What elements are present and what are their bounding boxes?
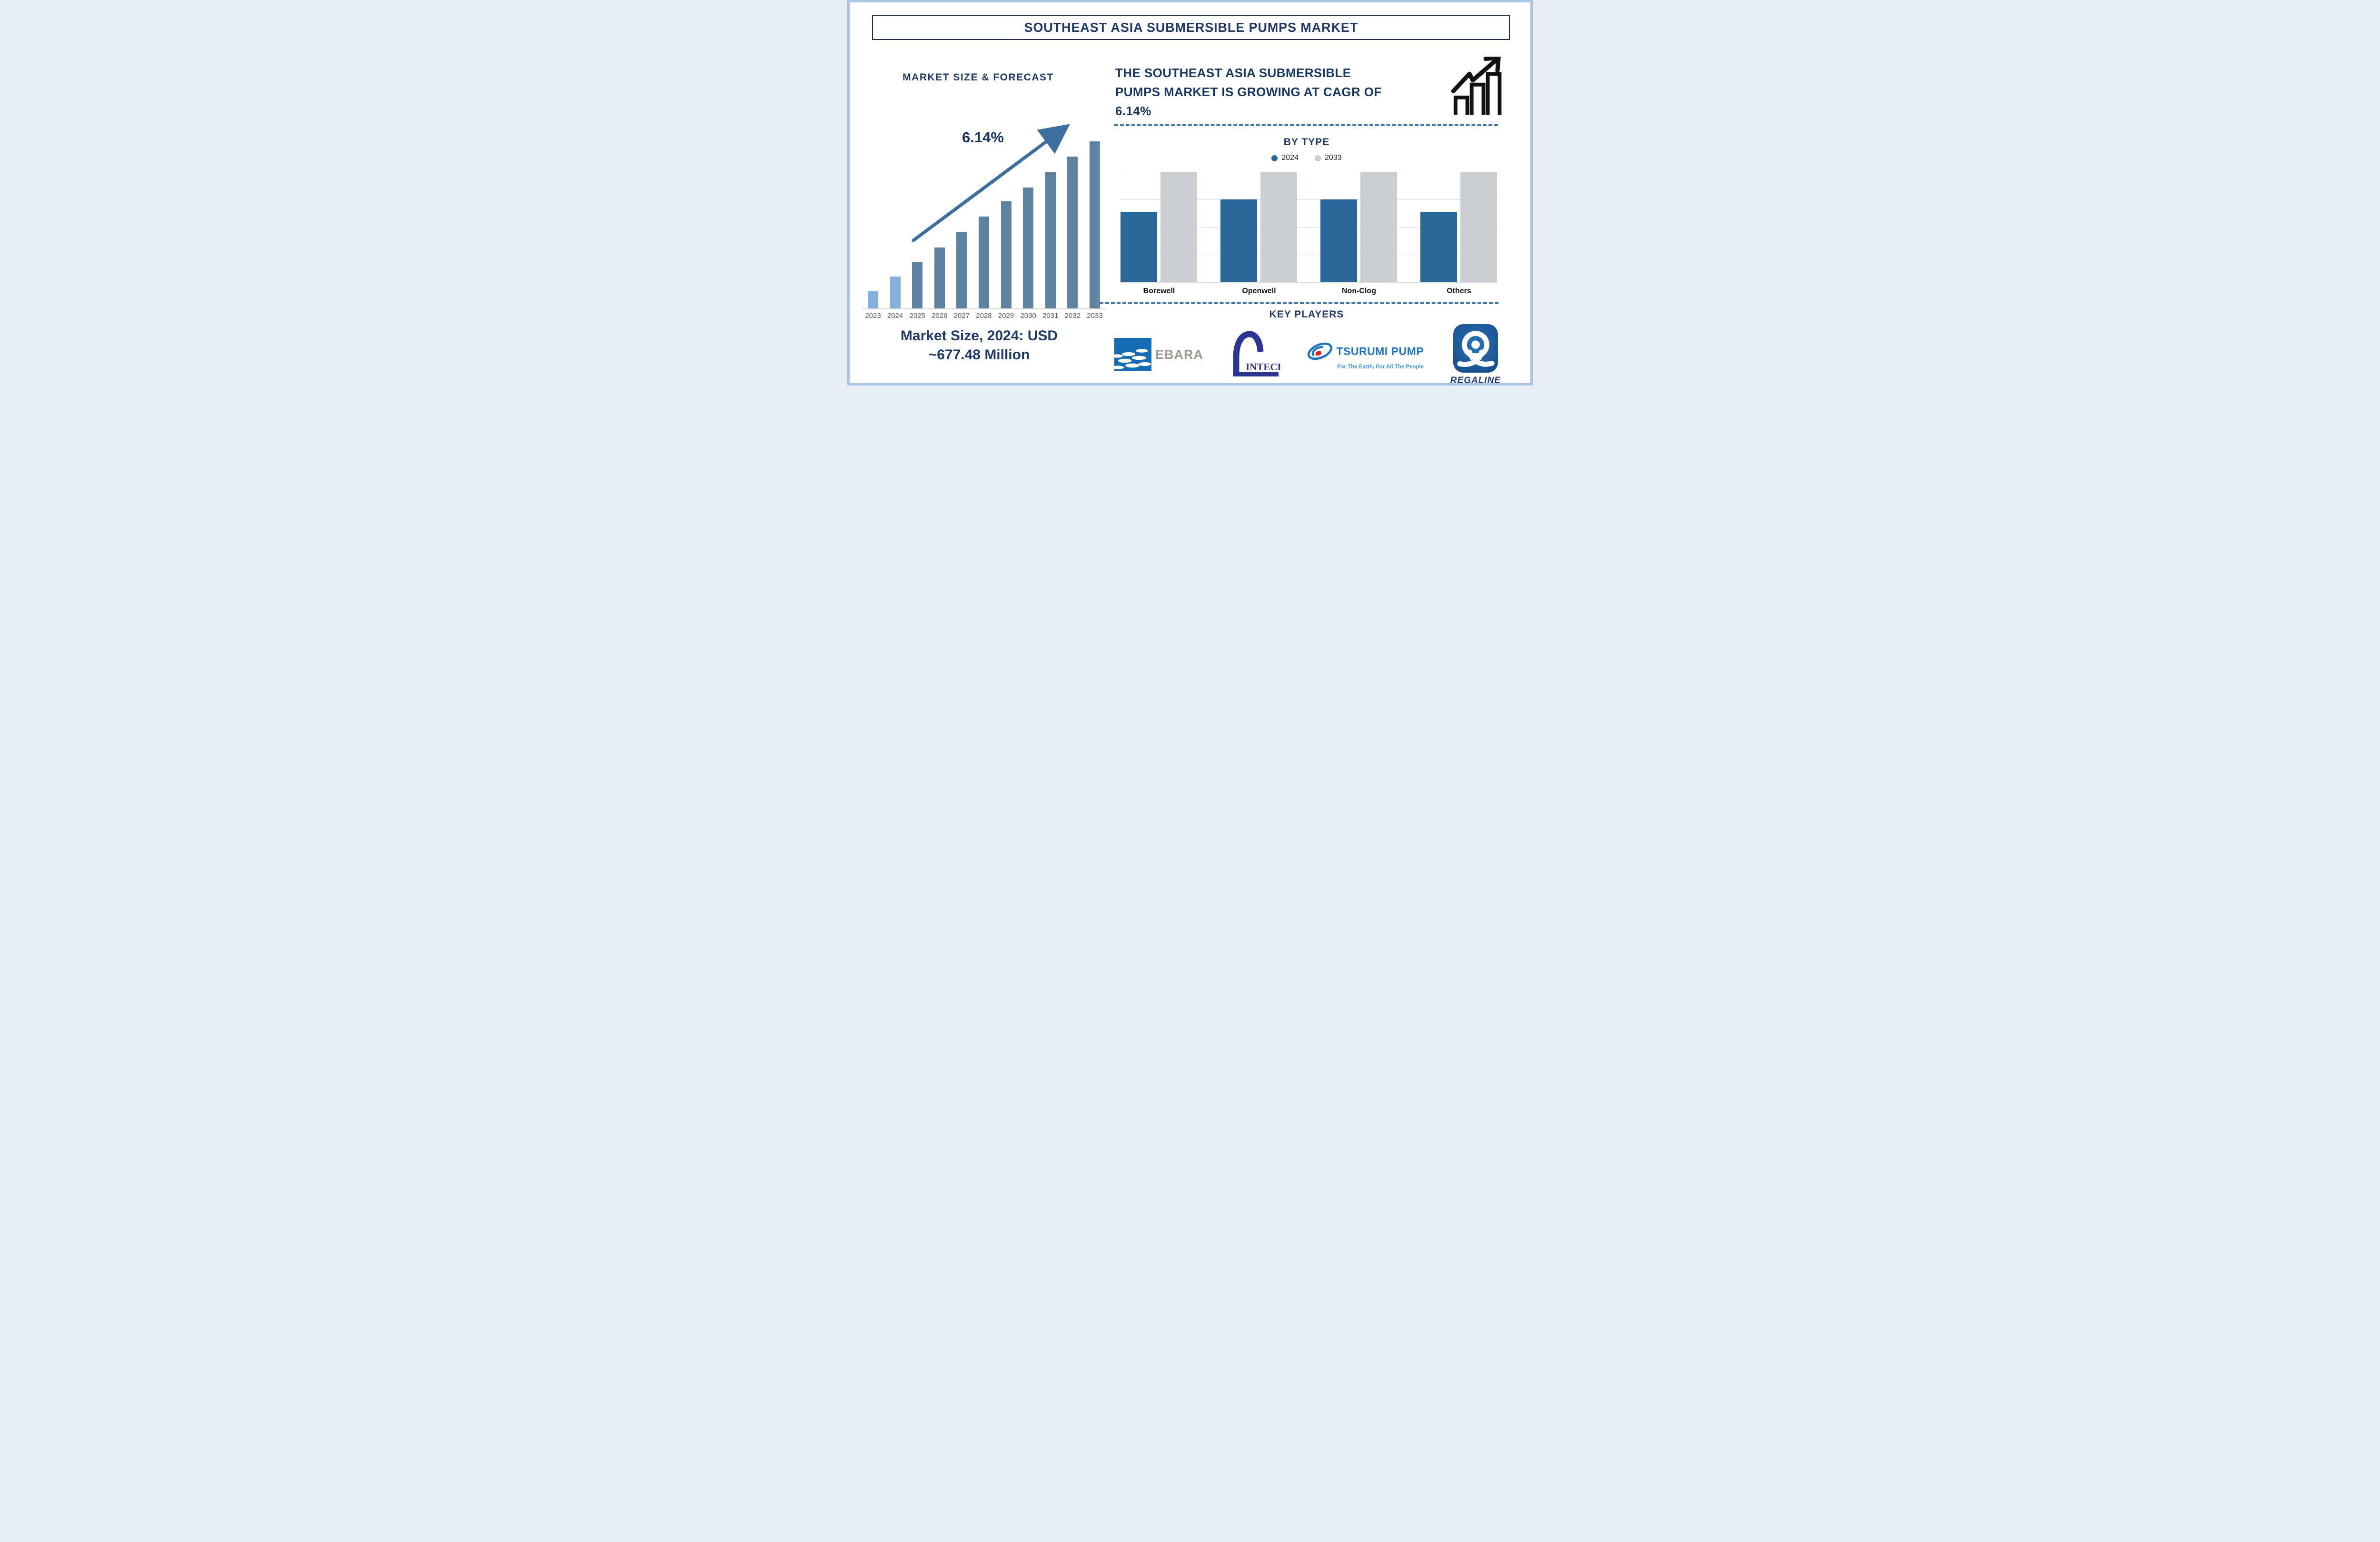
cagr-headline-line3: 6.14% — [1115, 104, 1151, 118]
market-size-caption-line1: Market Size, 2024: USD — [900, 328, 1058, 344]
page-title: SOUTHEAST ASIA SUBMERSIBLE PUMPS MARKET — [1024, 20, 1358, 35]
legend-label-2033: 2033 — [1325, 154, 1342, 162]
market-size-bar-column-2027 — [951, 138, 972, 308]
bar-openwell-2033 — [1260, 172, 1297, 282]
market-size-bar-column-2031 — [1040, 138, 1061, 308]
market-size-bar-2033 — [1089, 141, 1100, 308]
gridline-1 — [1121, 199, 1497, 200]
by-type-bar-groups — [1121, 172, 1497, 282]
regaline-wordmark: REGALINE — [1450, 376, 1501, 386]
vertical-divider — [1098, 141, 1099, 309]
bar-non-clog-2024 — [1320, 199, 1357, 282]
left-chart-year-axis: 2023 2024 2025 2026 2027 2028 2029 2030 2031 2032… — [862, 312, 1106, 320]
intech-mark-icon: INTECH — [1233, 331, 1280, 376]
bar-borewell-2024 — [1121, 211, 1157, 282]
year-label-2029: 2029 — [998, 312, 1014, 320]
tsurumi-eye-icon — [1308, 342, 1333, 360]
bar-others-2033 — [1460, 172, 1497, 282]
ebara-mark-icon — [1114, 338, 1151, 371]
market-size-caption-line2: ~677.48 Million — [928, 347, 1030, 363]
year-label-2032: 2032 — [1064, 312, 1081, 320]
market-size-bar-column-2023 — [862, 138, 884, 308]
cagr-headline: THE SOUTHEAST ASIA SUBMERSIBLE PUMPS MAR… — [1115, 63, 1448, 120]
legend-item-2033: 2033 — [1315, 154, 1342, 162]
tsurumi-logo: TSURUMI PUMP For The Earth, For All The … — [1307, 339, 1424, 370]
year-label-2026: 2026 — [932, 312, 948, 320]
market-size-bar-2026 — [934, 247, 945, 308]
by-type-legend: 2024 2033 — [1114, 154, 1499, 162]
market-size-bar-column-2029 — [995, 138, 1017, 308]
bar-borewell-2033 — [1160, 172, 1197, 282]
left-chart-heading: MARKET SIZE & FORECAST — [902, 72, 1054, 83]
tsurumi-tagline: For The Earth, For All The People — [1337, 364, 1424, 370]
cagr-headline-line1: THE SOUTHEAST ASIA SUBMERSIBLE — [1115, 66, 1351, 80]
bar-group-others — [1420, 172, 1497, 282]
regaline-mark-icon — [1453, 324, 1498, 373]
market-size-bar-2023 — [868, 291, 878, 308]
bar-openwell-2024 — [1220, 199, 1257, 282]
year-label-2023: 2023 — [865, 312, 881, 320]
title-banner: SOUTHEAST ASIA SUBMERSIBLE PUMPS MARKET — [872, 15, 1510, 40]
cagr-headline-line2: PUMPS MARKET IS GROWING AT CAGR OF — [1115, 85, 1382, 99]
year-label-2030: 2030 — [1020, 312, 1036, 320]
tsurumi-wordmark: TSURUMI PUMP — [1336, 345, 1424, 357]
market-size-bar-2027 — [956, 231, 967, 308]
category-label-non-clog: Non-Clog — [1342, 287, 1376, 295]
market-size-bar-2030 — [1023, 187, 1034, 308]
market-size-bar-2024 — [890, 277, 901, 308]
market-size-bar-column-2033 — [1084, 138, 1106, 308]
by-type-plot-area — [1121, 172, 1497, 283]
bar-group-openwell — [1220, 172, 1298, 282]
legend-dot-2033 — [1315, 155, 1321, 161]
infographic-root: SOUTHEAST ASIA SUBMERSIBLE PUMPS MARKET … — [847, 0, 1533, 386]
market-size-bar-column-2032 — [1061, 138, 1083, 308]
year-label-2027: 2027 — [953, 312, 970, 320]
market-size-bar-column-2025 — [906, 138, 928, 308]
market-size-bar-2032 — [1067, 156, 1078, 308]
bar-group-borewell — [1121, 172, 1198, 282]
category-label-others: Others — [1447, 287, 1471, 295]
category-label-openwell: Openwell — [1242, 287, 1276, 295]
market-size-bars — [862, 138, 1106, 308]
key-players-title: KEY PLAYERS — [1269, 309, 1344, 320]
year-label-2033: 2033 — [1087, 312, 1103, 320]
market-size-bar-column-2026 — [929, 138, 951, 308]
year-label-2024: 2024 — [887, 312, 903, 320]
by-type-category-axis: Borewell Openwell Non-Clog Others — [1121, 287, 1497, 296]
category-label-borewell: Borewell — [1143, 287, 1175, 295]
regaline-logo: REGALINE — [1450, 323, 1501, 386]
market-size-bar-column-2028 — [973, 138, 995, 308]
bar-others-2024 — [1420, 211, 1457, 282]
year-label-2025: 2025 — [909, 312, 925, 320]
year-label-2031: 2031 — [1042, 312, 1059, 320]
market-size-bar-column-2030 — [1017, 138, 1039, 308]
legend-dot-2024 — [1271, 155, 1278, 161]
growth-chart-icon — [1451, 57, 1502, 115]
market-size-bar-2028 — [978, 216, 989, 308]
gridline-4 — [1121, 282, 1497, 283]
market-size-bar-2025 — [912, 262, 923, 308]
market-size-bar-column-2024 — [884, 138, 906, 308]
dashed-separator-bottom — [1100, 302, 1498, 304]
left-chart-baseline — [862, 308, 1106, 309]
ebara-wordmark: EBARA — [1155, 347, 1204, 362]
left-cagr-label: 6.14% — [962, 129, 1004, 146]
dashed-separator-top — [1114, 124, 1498, 126]
legend-item-2024: 2024 — [1271, 154, 1299, 162]
by-type-title: BY TYPE — [1283, 137, 1330, 148]
ebara-logo: EBARA — [1114, 338, 1203, 371]
legend-label-2024: 2024 — [1281, 154, 1299, 162]
intech-logo: INTECH — [1230, 331, 1280, 378]
intech-wordmark: INTECH — [1246, 361, 1280, 373]
bar-non-clog-2033 — [1360, 172, 1397, 282]
market-size-bar-2031 — [1045, 172, 1056, 308]
key-players-row: EBARA INTECH TSURUMI PUMP — [1114, 323, 1501, 386]
market-size-caption: Market Size, 2024: USD ~677.48 Million — [856, 326, 1102, 365]
bar-group-non-clog — [1320, 172, 1398, 282]
year-label-2028: 2028 — [976, 312, 992, 320]
trend-arrow-icon — [912, 124, 1070, 242]
market-size-bar-2029 — [1001, 201, 1012, 308]
